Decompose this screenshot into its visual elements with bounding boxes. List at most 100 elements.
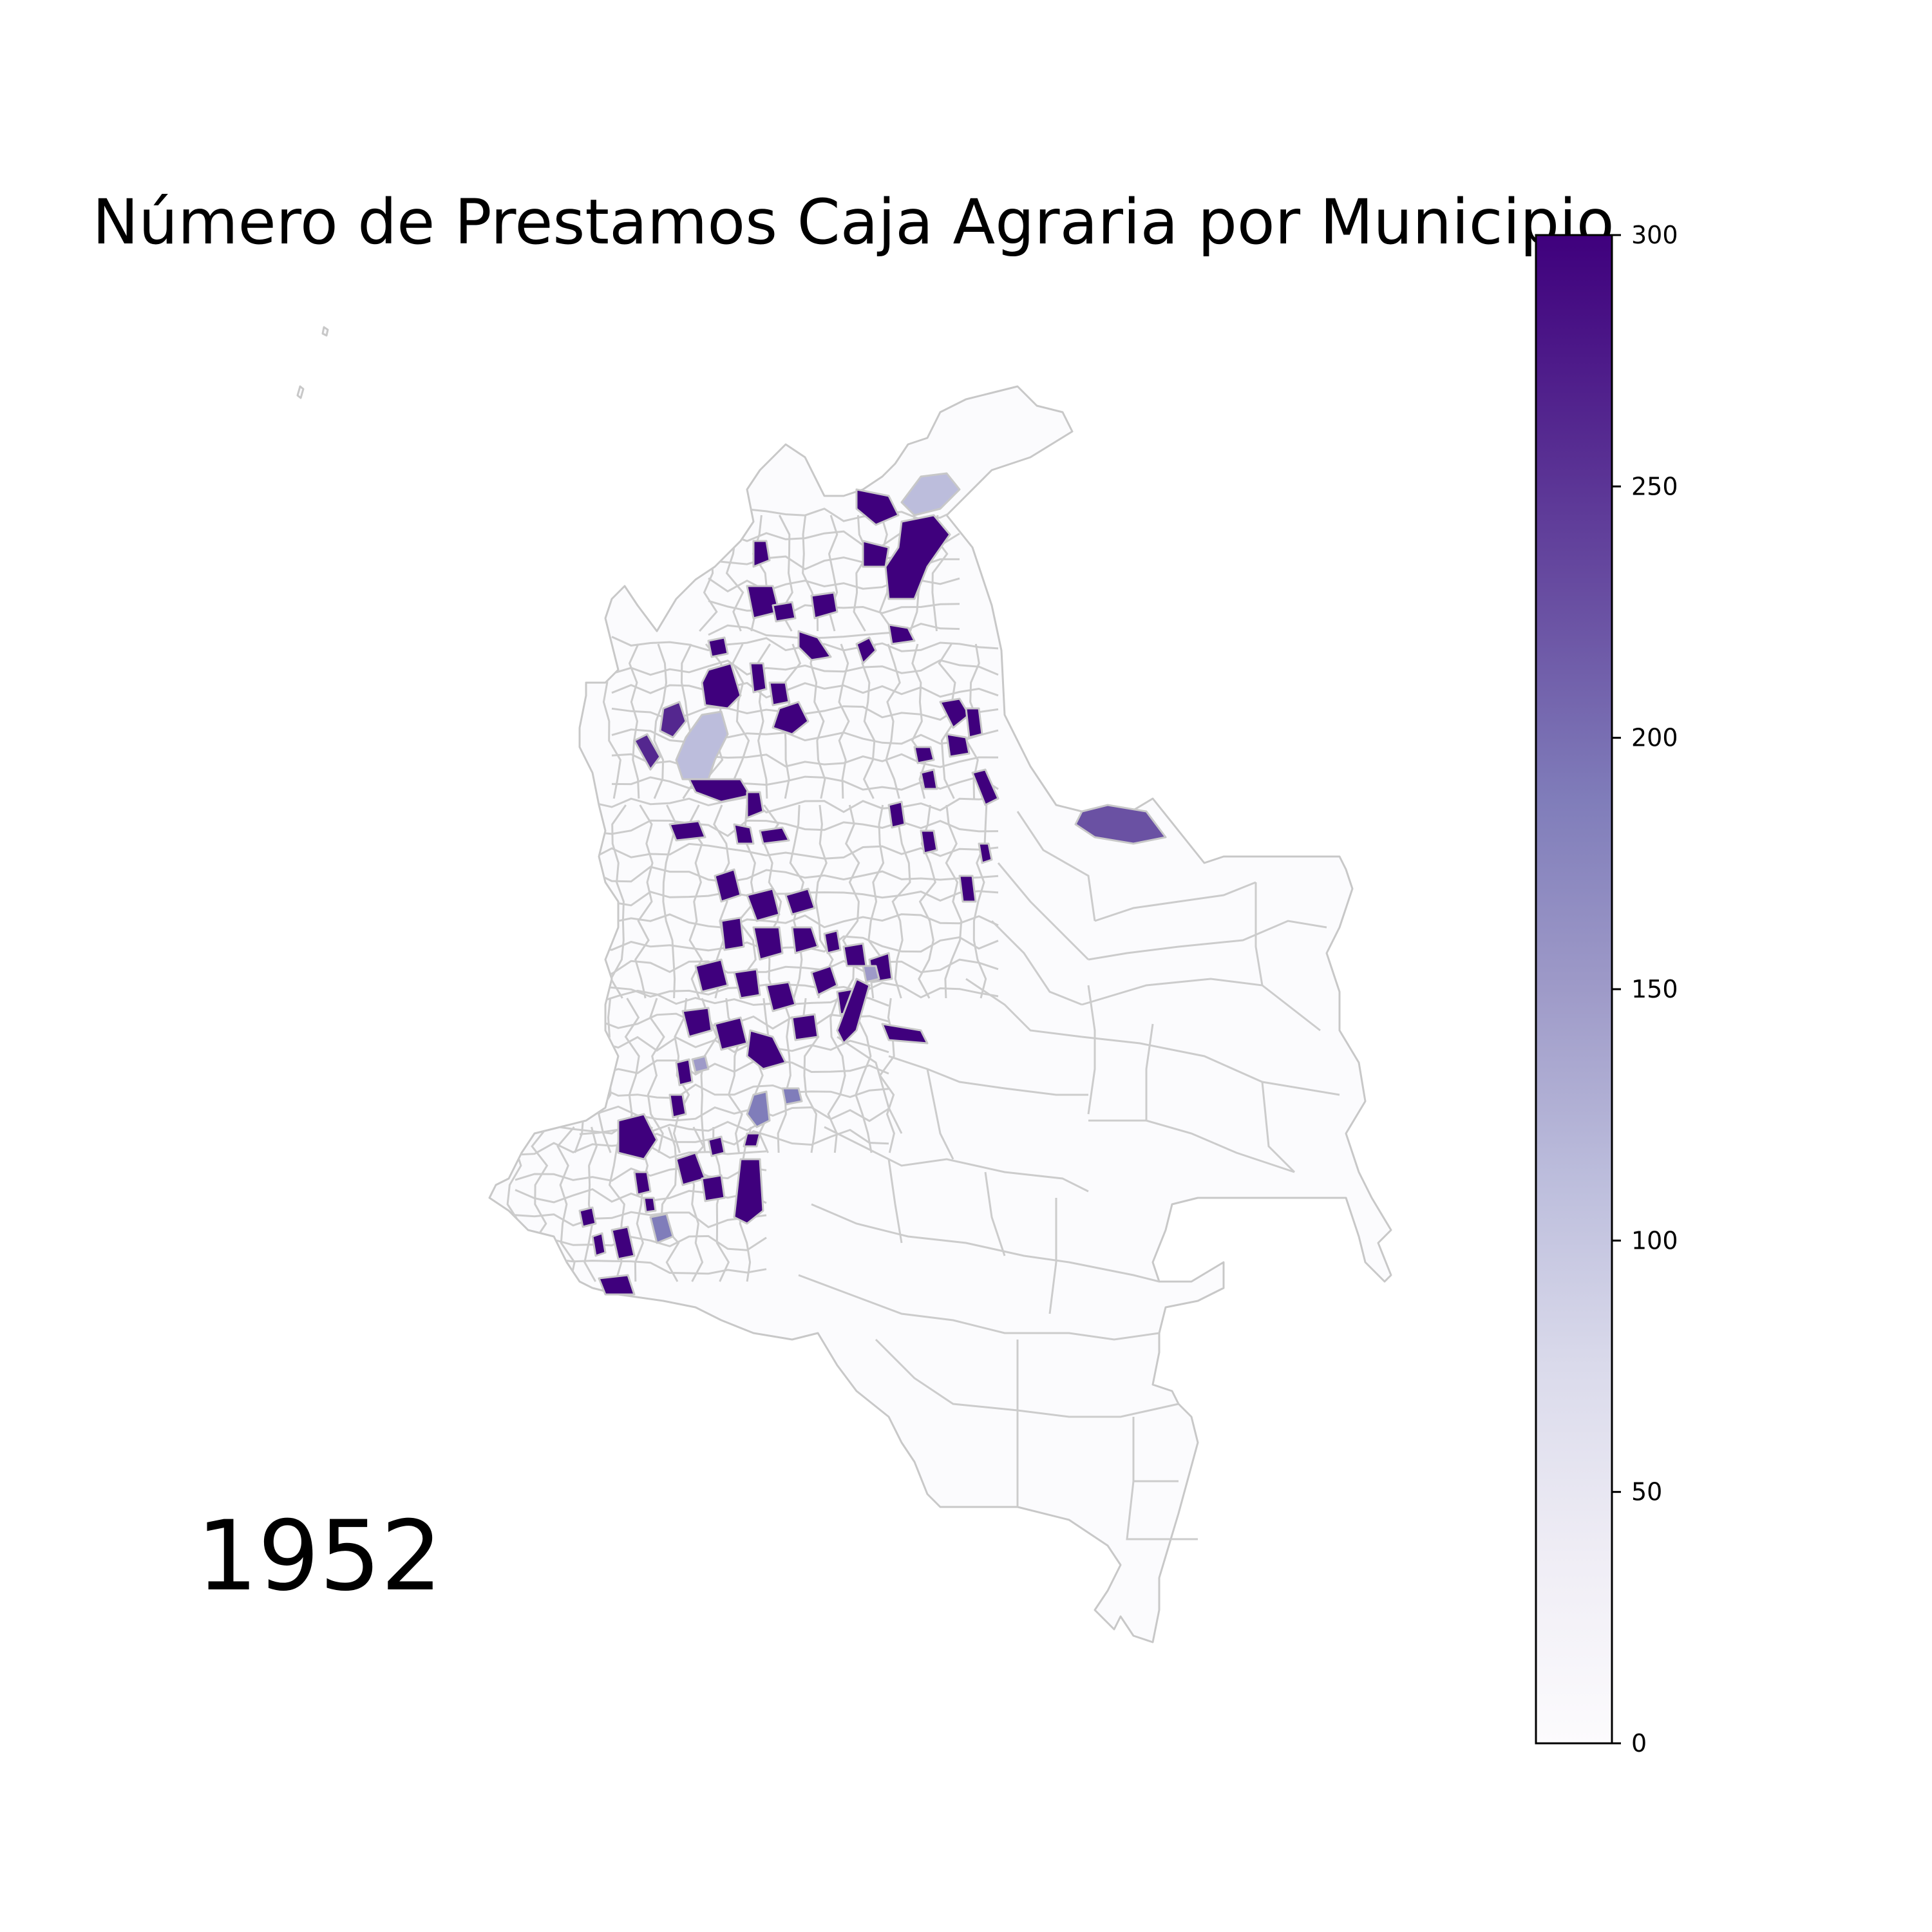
municipality <box>884 514 951 600</box>
internal-border <box>1016 811 1096 922</box>
internal-border <box>887 1159 903 1244</box>
municipalities-with-loans <box>578 472 1167 1296</box>
internal-border <box>1094 881 1256 922</box>
municipality <box>668 1094 687 1119</box>
municipality <box>749 662 768 694</box>
colombia-map <box>296 326 1392 1643</box>
municipality <box>965 707 983 739</box>
colorbar-tick-label: 200 <box>1631 724 1678 752</box>
municipality <box>920 829 938 855</box>
municipality-border <box>592 819 999 837</box>
municipality <box>978 842 993 864</box>
municipality <box>791 1013 819 1041</box>
internal-border <box>837 1036 903 1134</box>
municipality <box>784 887 816 916</box>
internal-border <box>990 920 1083 1006</box>
municipality-border <box>611 728 999 745</box>
country-outline <box>488 385 1392 1643</box>
municipality-border <box>653 643 668 799</box>
municipality <box>823 929 842 954</box>
municipality <box>759 826 790 845</box>
year-label: 1952 <box>196 1501 442 1613</box>
municipality <box>668 820 706 842</box>
municipality-border <box>972 804 988 999</box>
island-san-andres <box>321 326 329 337</box>
internal-border <box>965 978 1083 1038</box>
municipality-border <box>853 515 869 632</box>
municipality-border <box>827 998 846 1153</box>
municipality-border <box>855 998 873 1153</box>
municipality-border <box>861 643 877 799</box>
municipality-border <box>732 643 750 799</box>
colorbar-gradient <box>1535 234 1613 1745</box>
municipality <box>810 591 838 620</box>
municipality <box>1074 804 1167 845</box>
colorbar: 0 50 100 150 200 250 300 <box>1535 221 1678 1757</box>
municipality <box>881 1023 929 1045</box>
municipality-border <box>891 804 911 999</box>
municipality-border <box>592 981 999 999</box>
municipality <box>945 733 971 758</box>
internal-border <box>798 1274 1160 1341</box>
municipality <box>598 1274 636 1296</box>
municipality-border <box>556 1126 576 1282</box>
internal-border <box>1087 985 1096 1115</box>
municipality <box>578 1206 597 1228</box>
municipality <box>707 1135 726 1157</box>
municipality-border <box>628 643 640 799</box>
municipality <box>752 540 771 568</box>
colorbar-ticks: 0 50 100 150 200 250 300 <box>1612 221 1678 1757</box>
municipality <box>772 701 810 735</box>
municipality <box>701 662 742 710</box>
municipality-border <box>611 659 999 676</box>
municipality <box>765 981 797 1012</box>
municipality <box>591 1232 607 1257</box>
municipality-border <box>592 866 999 884</box>
municipality-border <box>708 623 960 639</box>
municipality <box>743 1132 761 1148</box>
municipality <box>675 1058 694 1086</box>
municipality <box>862 965 880 983</box>
municipality <box>714 868 742 903</box>
colorbar-tick-label: 150 <box>1631 975 1678 1003</box>
municipality <box>746 1090 771 1128</box>
municipality-border <box>515 1211 767 1229</box>
internal-border <box>824 1126 1089 1193</box>
municipality-border <box>583 1126 598 1282</box>
municipality <box>733 823 755 845</box>
municipality <box>810 965 838 996</box>
municipality <box>707 636 729 658</box>
colorbar-tick-label: 0 <box>1631 1729 1647 1757</box>
internal-border <box>811 1203 1160 1283</box>
municipality <box>791 926 819 954</box>
internal-border <box>888 1055 1088 1096</box>
municipality-border <box>685 1126 705 1282</box>
internal-border <box>1126 1417 1198 1540</box>
municipality-border <box>611 681 999 699</box>
municipality-border <box>634 804 654 999</box>
municipality-border <box>592 958 999 975</box>
municipality <box>659 701 687 739</box>
colorbar-tick-label: 100 <box>1631 1226 1678 1255</box>
internal-border <box>1048 1198 1057 1314</box>
municipality-border <box>838 643 850 799</box>
internal-border <box>1088 920 1327 961</box>
municipality <box>768 681 790 706</box>
island-providencia <box>296 385 305 399</box>
municipality <box>746 887 781 922</box>
municipality-border <box>777 998 791 1153</box>
colorbar-tick-label: 250 <box>1631 472 1678 500</box>
internal-border <box>1255 882 1264 986</box>
municipality-border <box>878 998 895 1153</box>
chart-title: Número de Prestamos Caja Agraria por Mun… <box>92 186 1614 258</box>
municipality <box>694 958 729 993</box>
municipality <box>714 1016 748 1051</box>
municipality <box>633 1171 652 1196</box>
municipality <box>720 916 745 951</box>
municipality-border <box>579 1083 889 1099</box>
municipality <box>862 540 890 568</box>
municipality <box>691 1055 710 1074</box>
municipality <box>752 926 784 961</box>
municipality <box>746 791 764 819</box>
